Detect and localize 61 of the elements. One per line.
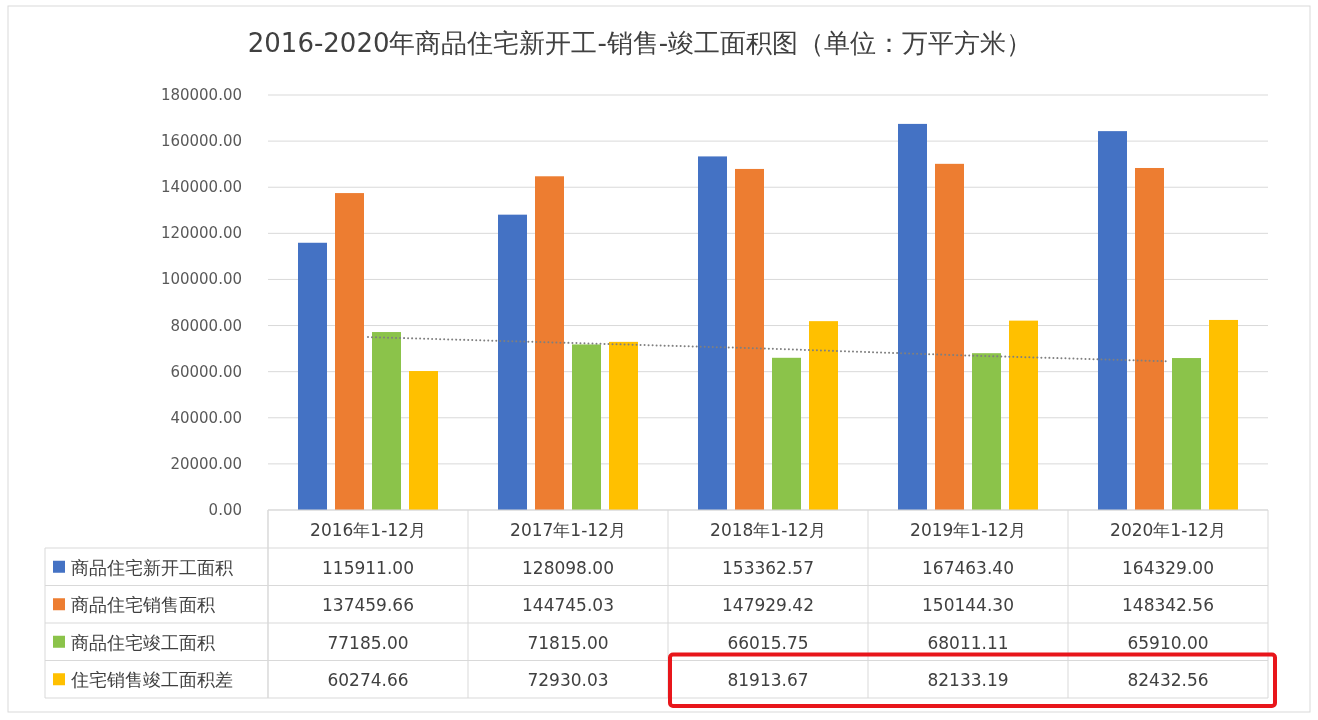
x-tick-label: 2020年1-12月 <box>1110 520 1226 540</box>
data-label: 167463.40 <box>922 557 1014 578</box>
y-tick-label: 0.00 <box>208 501 242 519</box>
bar <box>898 123 927 510</box>
bar <box>572 344 601 510</box>
data-label: 68011.11 <box>927 632 1009 653</box>
y-tick-label: 100000.00 <box>160 270 242 289</box>
bar <box>735 168 764 510</box>
legend-label: 商品住宅新开工面积 <box>71 556 233 578</box>
bar <box>372 332 401 510</box>
y-tick-label: 120000.00 <box>160 224 242 243</box>
data-label: 115911.00 <box>322 557 414 578</box>
data-label: 153362.57 <box>722 557 814 578</box>
bar <box>409 371 438 510</box>
data-label: 150144.30 <box>922 595 1014 616</box>
data-label: 137459.66 <box>322 595 414 616</box>
data-label: 148342.56 <box>1122 595 1214 616</box>
bar <box>972 353 1001 510</box>
y-tick-label: 20000.00 <box>170 454 242 473</box>
bar <box>335 193 364 510</box>
legend-label: 住宅销售竣工面积差 <box>70 669 233 691</box>
data-label: 60274.66 <box>327 670 409 691</box>
bar <box>498 214 527 510</box>
y-tick-label: 60000.00 <box>170 362 242 381</box>
data-label: 65910.00 <box>1127 632 1209 653</box>
bar <box>1098 131 1127 510</box>
x-tick-label: 2018年1-12月 <box>710 520 826 540</box>
bar <box>935 163 964 510</box>
bar <box>535 176 564 510</box>
data-label: 164329.00 <box>1122 557 1214 578</box>
y-tick-label: 140000.00 <box>160 178 242 197</box>
data-label: 128098.00 <box>522 557 614 578</box>
bar <box>1135 167 1164 510</box>
y-tick-label: 180000.00 <box>160 86 242 104</box>
data-label: 81913.67 <box>727 670 809 691</box>
data-label: 77185.00 <box>327 632 409 653</box>
bar <box>809 321 838 510</box>
x-tick-label: 2017年1-12月 <box>510 520 626 540</box>
legend-label: 商品住宅销售面积 <box>71 594 215 616</box>
bar <box>1009 320 1038 510</box>
chart-title: 2016-2020年商品住宅新开工-销售-竣工面积图（单位：万平方米） <box>247 28 1033 58</box>
legend-label: 商品住宅竣工面积 <box>71 631 215 653</box>
bar <box>1209 319 1238 510</box>
line-series <box>367 336 1169 363</box>
bar <box>1172 358 1201 510</box>
bar <box>298 242 327 510</box>
y-tick-label: 160000.00 <box>160 132 242 151</box>
data-label: 72930.03 <box>527 670 609 691</box>
y-tick-label: 40000.00 <box>170 408 242 427</box>
y-tick-label: 80000.00 <box>170 316 242 335</box>
bar <box>698 156 727 510</box>
data-label: 82133.19 <box>927 670 1009 691</box>
data-label: 71815.00 <box>527 632 609 653</box>
data-label: 144745.03 <box>522 595 614 616</box>
data-label: 66015.75 <box>727 632 809 653</box>
data-label: 82432.56 <box>1127 670 1209 691</box>
data-label: 147929.42 <box>722 595 814 616</box>
x-tick-label: 2019年1-12月 <box>910 520 1026 540</box>
bar <box>609 341 638 510</box>
x-tick-label: 2016年1-12月 <box>310 520 426 540</box>
bar <box>772 357 801 510</box>
